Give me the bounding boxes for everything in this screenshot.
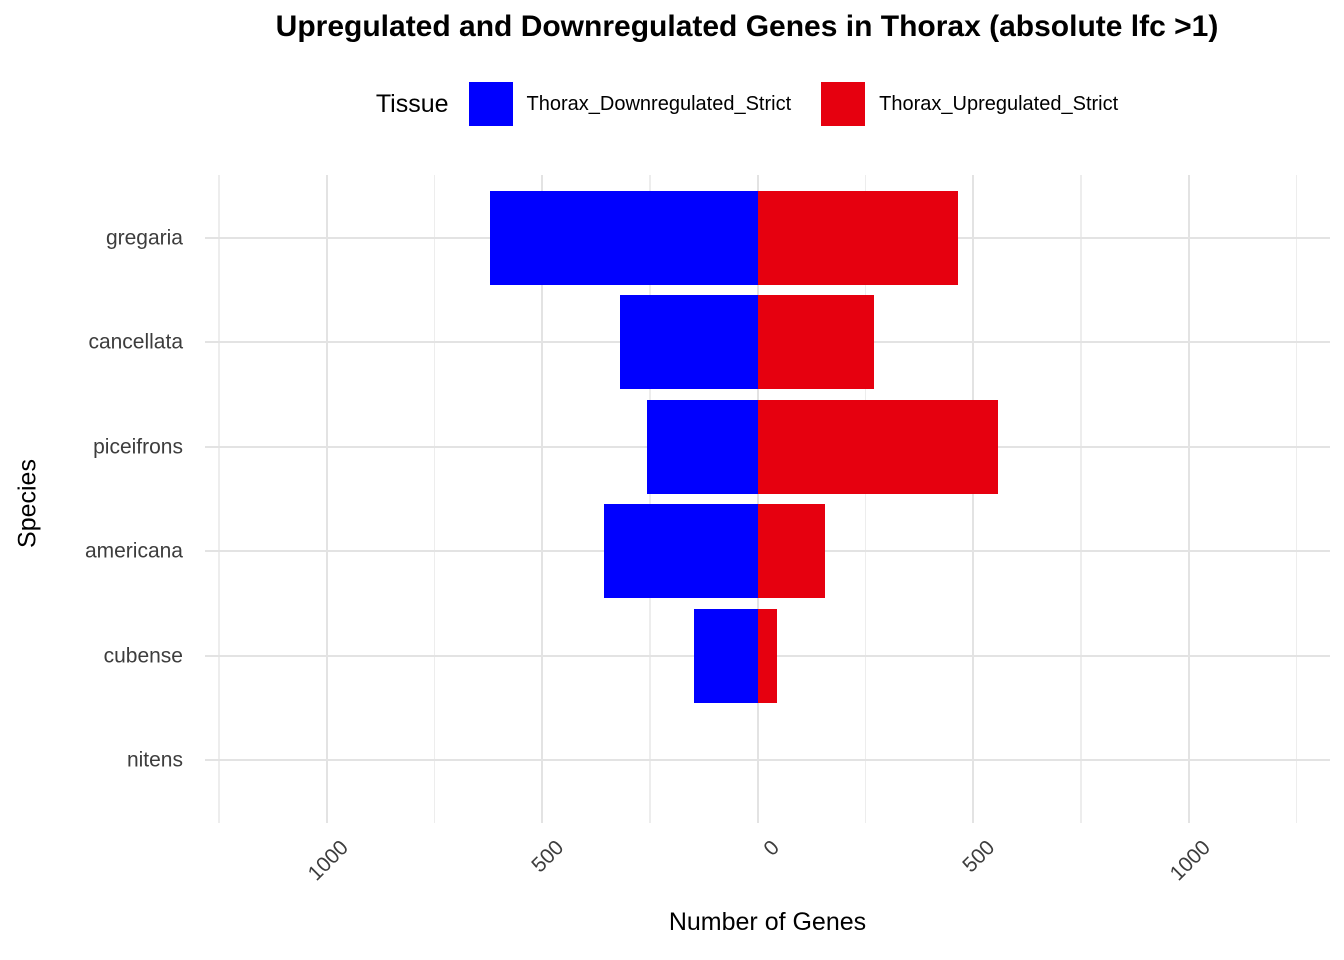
legend-swatch-downregulated: [468, 82, 513, 126]
gridline-minor-vertical: [1080, 175, 1082, 823]
bar-downregulated-cubense[interactable]: [693, 608, 758, 703]
legend-label-downregulated: Thorax_Downregulated_Strict: [526, 92, 792, 115]
gridline-major-vertical: [1187, 175, 1190, 823]
gridline-minor-vertical: [218, 175, 220, 823]
bar-downregulated-gregaria[interactable]: [490, 190, 758, 285]
legend: Tissue Thorax_Downregulated_Strict Thora…: [150, 82, 1344, 126]
y-tick-label-cancellata: cancellata: [88, 330, 183, 354]
bar-downregulated-cancellata[interactable]: [619, 295, 758, 390]
x-tick-label-text: 500: [958, 836, 1000, 878]
x-axis-title: Number of Genes: [668, 908, 867, 936]
bar-downregulated-piceifrons[interactable]: [646, 399, 758, 494]
gridline-major-vertical: [541, 175, 544, 823]
legend-label-upregulated: Thorax_Upregulated_Strict: [879, 92, 1119, 115]
gridline-minor-vertical: [433, 175, 436, 823]
gridline-minor-vertical: [1295, 175, 1298, 823]
y-tick-label-americana: americana: [84, 539, 183, 563]
gridline-minor-vertical: [649, 175, 651, 823]
y-axis-title: Species: [13, 459, 42, 548]
bar-upregulated-gregaria[interactable]: [757, 190, 959, 285]
gridline-major-vertical: [972, 175, 975, 823]
bar-downregulated-americana[interactable]: [603, 504, 758, 599]
bar-upregulated-cancellata[interactable]: [757, 295, 875, 390]
chart-title: Upregulated and Downregulated Genes in T…: [275, 10, 1219, 43]
gridline-minor-vertical: [864, 175, 867, 823]
legend-swatch-upregulated: [821, 82, 866, 126]
bar-upregulated-americana[interactable]: [757, 504, 826, 599]
y-tick-label-nitens: nitens: [126, 748, 183, 772]
y-tick-label-piceifrons: piceifrons: [93, 435, 183, 459]
gridline-major-vertical: [325, 175, 328, 823]
y-tick-label-gregaria: gregaria: [105, 226, 183, 250]
y-tick-label-cubense: cubense: [103, 644, 183, 668]
x-tick-label-text: 0: [759, 836, 784, 861]
x-tick-label-text: 1000: [1165, 836, 1215, 886]
x-tick-label-text: 500: [527, 836, 569, 878]
bar-upregulated-cubense[interactable]: [757, 608, 777, 703]
legend-title: Tissue: [375, 89, 449, 118]
x-tick-label-text: 1000: [303, 836, 353, 886]
gridline-major-horizontal: [205, 759, 1330, 762]
gridline-major-vertical: [756, 175, 759, 823]
bar-upregulated-piceifrons[interactable]: [757, 399, 999, 494]
